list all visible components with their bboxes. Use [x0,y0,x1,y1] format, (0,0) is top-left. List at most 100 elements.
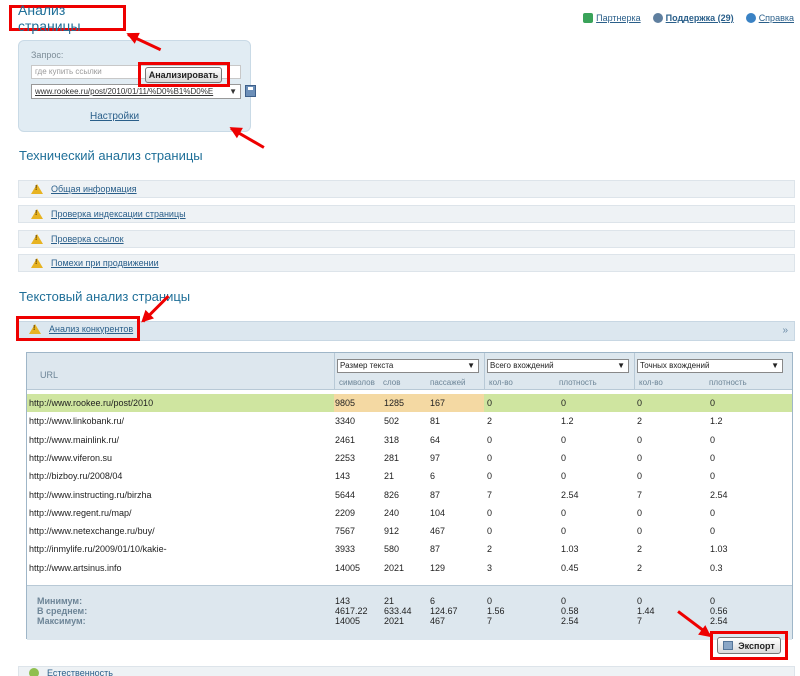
acc-label[interactable]: Помехи при продвижении [51,258,159,268]
row-value: 0 [487,507,493,518]
row-value: 2 [487,416,493,427]
select-value: Всего вхождений [490,361,554,370]
acc-label[interactable]: Естественность [47,668,113,676]
partner-link-label[interactable]: Партнерка [596,13,641,23]
summary-value: 0 [561,596,567,606]
summary-value: 2.54 [561,616,579,626]
row-value: 3 [487,562,493,573]
competitors-table: URL Размер текста ▼ символов слов пассаже… [26,352,793,640]
save-icon[interactable] [245,85,256,97]
row-url: http://www.rookee.ru/post/2010 [29,398,154,408]
row-value: 5644 [335,489,356,500]
acc-indexing[interactable]: Проверка индексации страницы [18,205,795,223]
summary-label: В среднем: [37,606,88,616]
row-value: 467 [430,526,446,537]
textual-title: Текстовый анализ страницы [19,289,191,304]
row-value: 0 [487,471,493,482]
row-value: 0 [710,452,716,463]
url-select[interactable]: www.rookee.ru/post/2010/01/11/%D0%B1%D0%… [31,84,241,99]
row-value: 0 [561,398,567,408]
summary-value: 633.44 [384,606,412,616]
row-value: 281 [384,452,400,463]
row-value: 2461 [335,434,356,445]
row-value: 0 [561,452,567,463]
url-select-value: www.rookee.ru/post/2010/01/11/%D0%B1%D0%… [35,87,214,96]
table-row: http://www.instructing.ru/birzha 5644 826 8… [27,486,792,504]
row-value: 0 [637,507,643,518]
chevron-down-icon: ▼ [771,361,779,370]
row-value: 6 [430,471,436,482]
export-button[interactable]: Экспорт [717,637,781,654]
analyze-highlight: Анализировать [138,62,230,87]
row-value: 0.45 [561,562,579,573]
group-total-occurrences: Всего вхождений ▼ кол-во плотность [484,353,634,390]
support-link[interactable]: Поддержка (29) [652,13,734,23]
row-value: 0 [710,471,716,482]
competitors-highlight: Анализ конкурентов [16,316,140,341]
partner-link[interactable]: Партнерка [583,13,641,23]
row-value: 7 [637,489,643,500]
collapse-icon[interactable]: » [782,325,788,336]
chevron-down-icon: ▼ [467,361,475,370]
text-size-select[interactable]: Размер текста ▼ [337,359,479,373]
acc-label[interactable]: Общая информация [51,184,137,194]
summary-value: 0.58 [561,606,579,616]
row-url: http://www.viferon.su [29,452,113,463]
row-value: 7 [487,489,493,500]
url-header: URL [40,370,59,380]
row-value: 97 [430,452,441,463]
row-value: 240 [384,507,400,518]
acc-links[interactable]: Проверка ссылок [18,230,795,248]
table-row: http://www.viferon.su 2253 281 97 0 0 0 0 [27,449,792,467]
summary-label: Минимум: [37,596,83,606]
row-value: 0 [487,434,493,445]
row-url: http://www.linkobank.ru/ [29,416,125,427]
help-link-label[interactable]: Справка [758,13,794,23]
settings-link[interactable]: Настройки [90,111,140,122]
summary-value: 21 [384,596,395,606]
row-url: http://www.mainlink.ru/ [29,434,120,445]
acc-label[interactable]: Проверка ссылок [51,234,124,244]
page-title: Анализ страницы [18,2,81,34]
row-value: 0.3 [710,562,723,573]
row-value: 167 [430,398,446,408]
table-row: http://www.linkobank.ru/3340 502 81 2 1.2 2 1.… [27,412,792,430]
export-label: Экспорт [738,640,775,651]
help-link[interactable]: Справка [745,13,794,23]
analyze-button[interactable]: Анализировать [145,67,222,83]
warning-icon [31,234,43,244]
exact-occurrences-select[interactable]: Точных вхождений ▼ [637,359,783,373]
partner-icon [583,13,594,23]
warning-icon [29,323,41,334]
acc-general-info[interactable]: Общая информация [18,180,795,198]
row-value: 2209 [335,507,356,518]
summary-value: 467 [430,616,446,626]
warning-icon [31,209,43,219]
table-summary: Минимум: В среднем: Максимум: 143 21 6 0 0 0 0… [27,585,792,640]
acc-naturalness[interactable]: Естественность [18,666,795,676]
total-occurrences-select[interactable]: Всего вхождений ▼ [487,359,629,373]
row-value: 1.2 [561,416,574,427]
row-value: 0 [710,526,716,537]
help-icon [745,13,756,23]
row-value: 81 [430,416,441,427]
support-link-label[interactable]: Поддержка (29) [665,13,734,23]
competitors-link[interactable]: Анализ конкурентов [49,323,134,334]
acc-obstacles[interactable]: Помехи при продвижении [18,254,795,272]
warning-icon [31,258,43,268]
subheader: слов [383,378,401,387]
chevron-down-icon: ▼ [617,361,625,370]
row-value: 826 [384,489,400,500]
row-value: 2 [637,416,643,427]
row-url: http://inmylife.ru/2009/01/10/kakie- [29,544,167,555]
row-value: 2.54 [561,489,579,500]
row-value: 2 [487,544,493,555]
table-row: http://inmylife.ru/2009/01/10/kakie- 3933… [27,540,792,558]
row-value: 912 [384,526,400,537]
row-value: 0 [710,434,716,445]
select-value: Размер текста [340,361,394,370]
row-value: 2.54 [710,489,728,500]
acc-label[interactable]: Проверка индексации страницы [51,209,186,219]
query-panel: Запрос: где купить ссылки www.rookee.ru/… [18,40,256,132]
row-value: 104 [430,507,446,518]
